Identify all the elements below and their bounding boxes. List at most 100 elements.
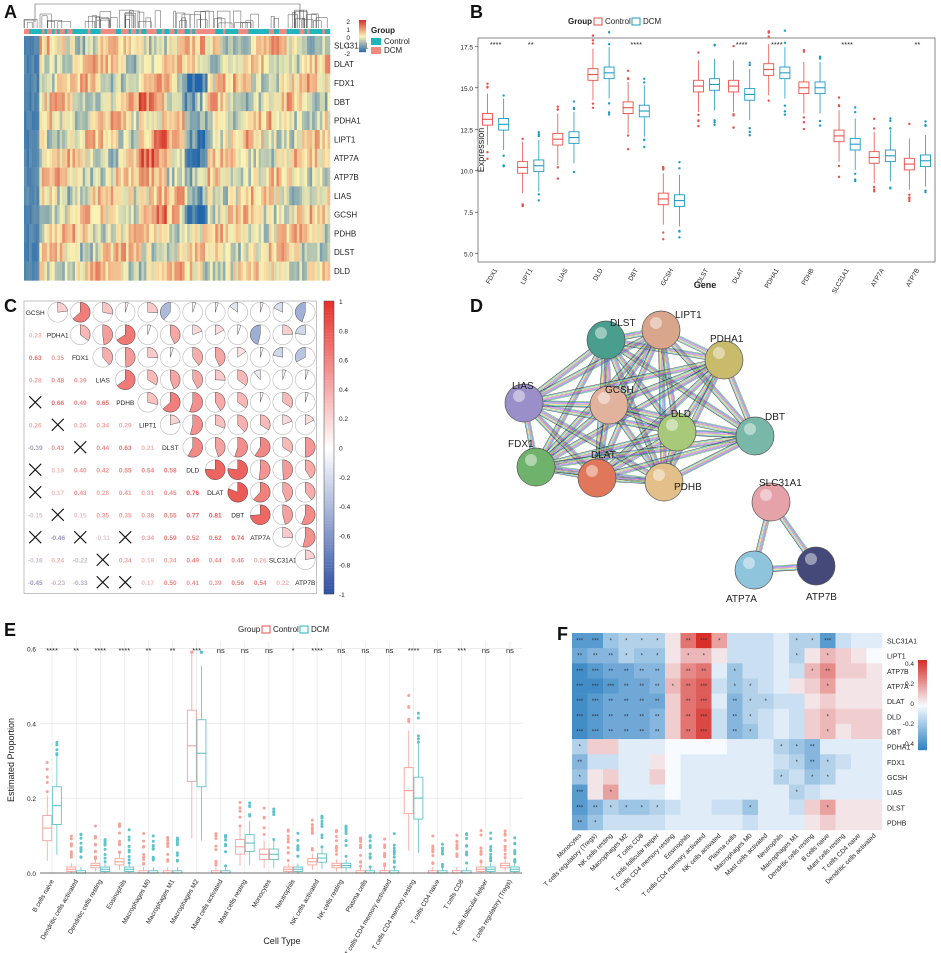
outlier-point — [854, 172, 857, 175]
heatmap-cell — [103, 148, 106, 168]
heatmap-cell — [154, 261, 157, 281]
heatmap-cell — [174, 261, 178, 281]
heatmap-cell — [171, 261, 175, 281]
row-label: LIPT1 — [887, 654, 906, 661]
outlier-point — [69, 855, 73, 859]
heatmap-cell — [87, 167, 91, 187]
heatmap-cell — [804, 723, 821, 740]
heatmap-cell — [97, 73, 101, 93]
outlier-point — [872, 188, 876, 191]
heatmap-cell — [156, 205, 160, 225]
group-bar-cell — [312, 29, 315, 34]
heatmap-cell — [327, 224, 331, 244]
heatmap-cell — [143, 242, 147, 262]
heatmap-cell — [304, 111, 308, 131]
heatmap-cell — [299, 205, 303, 225]
outlier-point — [118, 850, 122, 854]
heatmap-cell — [80, 92, 83, 112]
heatmap-cell — [665, 633, 681, 649]
heatmap-cell — [126, 242, 129, 262]
row-label: ATP7A — [887, 684, 909, 691]
heatmap-cell — [82, 224, 86, 244]
heatmap-cell — [222, 130, 226, 150]
heatmap-cell — [727, 769, 743, 785]
group-bar-cell — [301, 29, 305, 34]
heatmap-cell — [148, 205, 152, 225]
heatmap-cell — [228, 261, 231, 281]
heatmap-cell — [77, 261, 81, 281]
heatmap-cell — [164, 148, 168, 168]
heatmap-cell — [146, 92, 150, 112]
outlier-point — [368, 852, 372, 856]
heatmap-cell — [62, 92, 66, 112]
outlier-point — [69, 844, 73, 848]
correlation-value: 0.38 — [141, 512, 154, 519]
gene-label: PDHA1 — [334, 117, 361, 126]
heatmap-cell — [36, 242, 40, 262]
heatmap-cell — [161, 205, 165, 225]
heatmap-cell — [141, 130, 145, 150]
heatmap-cell — [634, 633, 650, 649]
pie-slice — [295, 347, 306, 363]
heatmap-cell — [126, 205, 129, 225]
significance-mark: ** — [146, 646, 152, 655]
correlation-value: 0.81 — [209, 512, 222, 519]
outlier-point — [69, 834, 73, 838]
colorscale-band — [918, 732, 927, 734]
heatmap-cell — [64, 148, 68, 168]
heatmap-cell — [228, 148, 231, 168]
network-node-highlight — [586, 465, 598, 477]
heatmap-cell — [161, 92, 165, 112]
heatmap-cell — [245, 261, 249, 281]
heatmap-cell — [789, 754, 805, 770]
network-edge — [605, 341, 724, 363]
heatmap-cell — [87, 111, 91, 131]
group-bar-cell — [36, 29, 40, 34]
colorscale-tick: 2 — [346, 19, 350, 26]
heatmap-cell — [80, 36, 83, 56]
heatmap-cell — [301, 242, 305, 262]
heatmap-cell — [804, 769, 821, 785]
heatmap-cell — [202, 148, 206, 168]
heatmap-cell — [159, 92, 162, 112]
x-tick-label: NK cells resting — [316, 878, 345, 921]
outlier-point — [368, 846, 372, 850]
heatmap-cell — [217, 36, 221, 56]
heatmap-cell — [82, 54, 86, 74]
heatmap-cell — [113, 186, 117, 206]
heatmap-cell — [44, 148, 48, 168]
heatmap-cell — [324, 36, 328, 56]
heatmap-cell — [314, 186, 318, 206]
heatmap-cell — [207, 73, 211, 93]
heatmap-cell — [46, 167, 50, 187]
outlier-point — [310, 823, 314, 827]
heatmap-cell — [192, 36, 196, 56]
heatmap-cell — [34, 130, 37, 150]
group-bar-cell — [233, 29, 236, 34]
diagonal-gene-label: ATP7A — [250, 535, 271, 542]
heatmap-cell — [141, 224, 145, 244]
heatmap-cell — [54, 242, 58, 262]
colorscale-band — [918, 741, 927, 743]
outlier-point — [359, 845, 363, 849]
heatmap-cell — [166, 242, 170, 262]
heatmap-cell — [161, 73, 165, 93]
heatmap-cell — [271, 186, 275, 206]
heatmap-cell — [773, 769, 790, 785]
heatmap-cell — [217, 242, 221, 262]
heatmap-cell — [250, 148, 254, 168]
heatmap-cell — [164, 167, 168, 187]
outlier-point — [889, 119, 892, 123]
heatmap-cell — [184, 242, 188, 262]
dendrogram-branch — [273, 18, 280, 28]
heatmap-cell — [665, 754, 681, 770]
network-node-label: PDHB — [674, 482, 702, 493]
heatmap-cell — [220, 130, 224, 150]
correlation-value: 0.34 — [96, 422, 109, 429]
heatmap-cell — [240, 73, 244, 93]
colorscale-tick: -1 — [339, 592, 345, 599]
group-bar-cell — [263, 29, 267, 34]
heatmap-cell — [299, 186, 303, 206]
heatmap-cell — [240, 130, 244, 150]
heatmap-cell — [235, 92, 239, 112]
